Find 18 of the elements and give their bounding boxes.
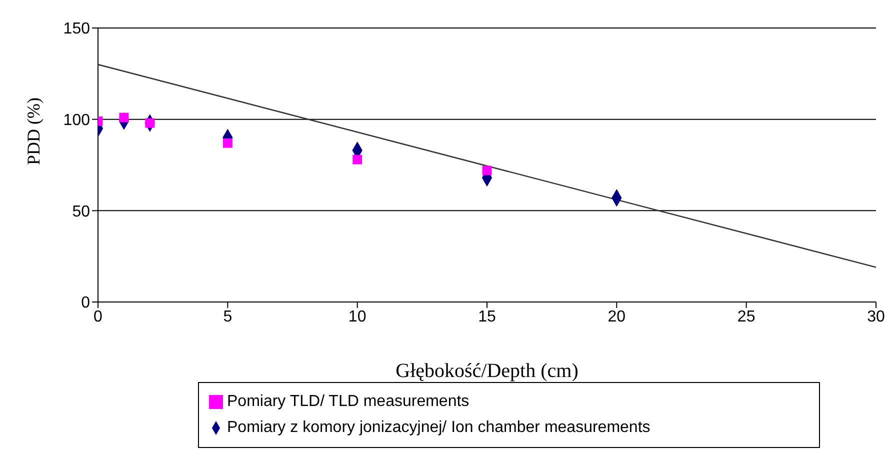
x-tick-label: 25 <box>737 308 756 326</box>
x-tick-label: 10 <box>348 308 366 326</box>
x-axis-title: Głębokość/Depth (cm) <box>396 360 578 382</box>
y-tick-label: 50 <box>72 203 90 220</box>
y-tick-label: 0 <box>81 294 90 312</box>
x-tick-label: 20 <box>608 308 626 326</box>
point <box>222 138 232 148</box>
point <box>482 166 492 176</box>
legend-label: Pomiary z komory jonizacyjnej/ Ion chamber measurements <box>227 419 650 436</box>
point <box>352 154 362 164</box>
y-tick-label: 100 <box>63 112 90 130</box>
x-tick-label: 0 <box>94 308 103 326</box>
x-tick-label: 30 <box>867 308 885 326</box>
x-tick-label: 5 <box>223 308 232 326</box>
x-tick-label: 15 <box>478 308 496 326</box>
legend-label: Pomiary TLD/ TLD measurements <box>227 393 470 410</box>
y-tick-label: 150 <box>63 20 90 38</box>
y-axis-title: PDD (%) <box>23 98 44 165</box>
